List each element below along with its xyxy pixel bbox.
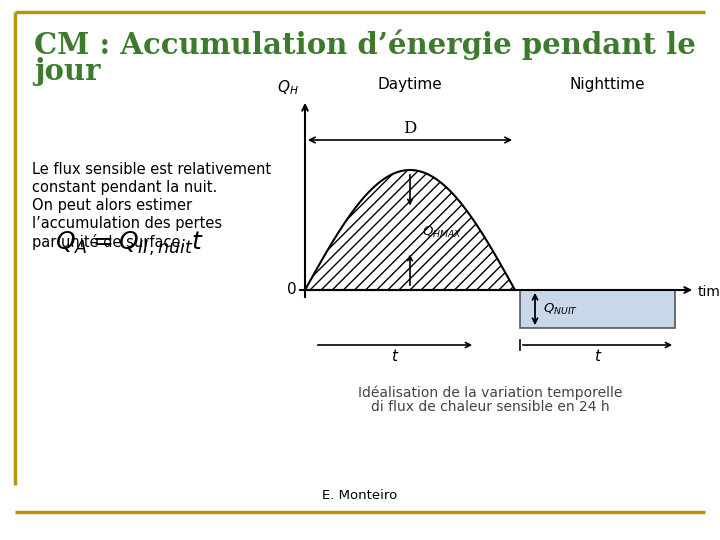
Text: $Q_{NUIT}$: $Q_{NUIT}$ — [543, 301, 578, 316]
Text: $Q_{HMAX}$: $Q_{HMAX}$ — [422, 225, 462, 240]
Polygon shape — [520, 290, 675, 328]
Text: E. Monteiro: E. Monteiro — [323, 489, 397, 502]
Text: constant pendant la nuit.: constant pendant la nuit. — [32, 180, 217, 195]
Polygon shape — [305, 170, 515, 290]
Text: $t$: $t$ — [391, 348, 399, 364]
Text: Daytime: Daytime — [377, 77, 442, 92]
Text: jour: jour — [34, 57, 101, 86]
Text: CM : Accumulation d’énergie pendant le: CM : Accumulation d’énergie pendant le — [34, 30, 696, 60]
Text: Nighttime: Nighttime — [570, 77, 645, 92]
Text: l’accumulation des pertes: l’accumulation des pertes — [32, 216, 222, 231]
Text: On peut alors estimer: On peut alors estimer — [32, 198, 192, 213]
Text: D: D — [403, 120, 417, 137]
Text: di flux de chaleur sensible en 24 h: di flux de chaleur sensible en 24 h — [371, 400, 609, 414]
Text: 0: 0 — [287, 282, 297, 298]
Text: Le flux sensible est relativement: Le flux sensible est relativement — [32, 162, 271, 177]
Text: par unité de surface.: par unité de surface. — [32, 234, 185, 250]
Text: $Q_H$: $Q_H$ — [277, 78, 299, 97]
Text: time: time — [698, 285, 720, 299]
Text: $t$: $t$ — [594, 348, 602, 364]
Text: Idéalisation de la variation temporelle: Idéalisation de la variation temporelle — [358, 385, 622, 400]
Text: $Q_A = Q_{II,nuit}t$: $Q_A = Q_{II,nuit}t$ — [55, 230, 204, 258]
